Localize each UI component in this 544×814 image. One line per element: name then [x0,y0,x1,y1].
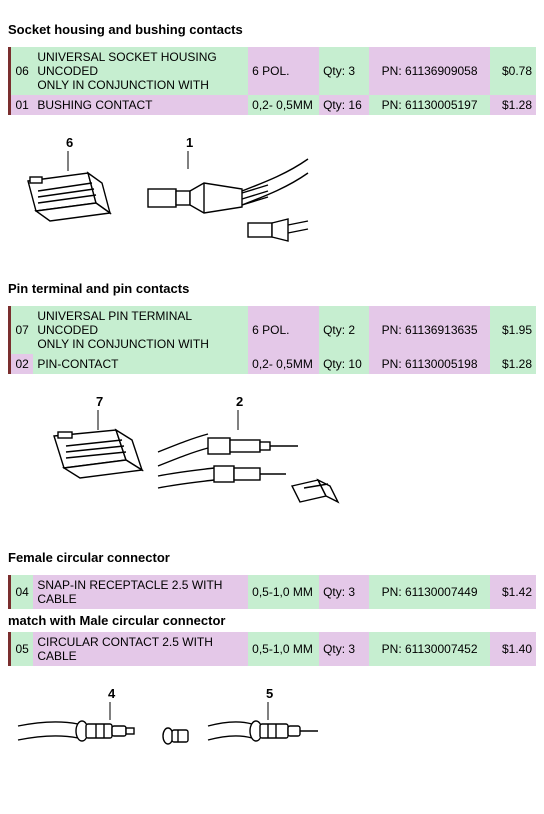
part-pn: PN: 61130005197 [369,95,490,115]
part-description: CIRCULAR CONTACT 2.5 WITH CABLE [33,632,248,666]
part-qty: Qty: 3 [319,47,369,95]
section-title: Pin terminal and pin contacts [8,281,536,296]
part-spec: 6 POL. [248,306,319,354]
part-pn: PN: 61136913635 [369,306,490,354]
table-row: 07UNIVERSAL PIN TERMINAL UNCODEDONLY IN … [10,306,537,354]
part-price: $0.78 [490,47,536,95]
part-qty: Qty: 10 [319,354,369,374]
part-qty: Qty: 3 [319,632,369,666]
part-pn: PN: 61130005198 [369,354,490,374]
part-description: UNIVERSAL PIN TERMINAL UNCODEDONLY IN CO… [33,306,248,354]
diagram-3: 4 5 [8,684,536,774]
table-row: 06UNIVERSAL SOCKET HOUSING UNCODEDONLY I… [10,47,537,95]
section-title: Female circular connector [8,550,536,565]
part-spec: 0,2- 0,5MM [248,95,319,115]
diag-label: 1 [186,135,193,150]
diag-label: 7 [96,394,103,409]
diag-label: 2 [236,394,243,409]
part-number: 07 [10,306,34,354]
part-spec: 0,5-1,0 MM [248,632,319,666]
part-spec: 0,2- 0,5MM [248,354,319,374]
part-description: BUSHING CONTACT [33,95,248,115]
table-row: 04SNAP-IN RECEPTACLE 2.5 WITH CABLE0,5-1… [10,575,537,609]
part-qty: Qty: 3 [319,575,369,609]
part-number: 01 [10,95,34,115]
section-subtitle: match with Male circular connector [8,613,536,628]
section-title: Socket housing and bushing contacts [8,22,536,37]
part-number: 05 [10,632,34,666]
parts-table-3a: 04SNAP-IN RECEPTACLE 2.5 WITH CABLE0,5-1… [8,575,536,609]
part-price: $1.95 [490,306,536,354]
parts-table-3b: 05CIRCULAR CONTACT 2.5 WITH CABLE0,5-1,0… [8,632,536,666]
diag-label: 6 [66,135,73,150]
diag-label: 4 [108,686,116,701]
part-spec: 0,5-1,0 MM [248,575,319,609]
diagram-2: 7 2 [8,392,536,522]
part-price: $1.42 [490,575,536,609]
part-price: $1.40 [490,632,536,666]
part-pn: PN: 61136909058 [369,47,490,95]
table-row: 01BUSHING CONTACT0,2- 0,5MMQty: 16PN: 61… [10,95,537,115]
part-description: UNIVERSAL SOCKET HOUSING UNCODEDONLY IN … [33,47,248,95]
diagram-1: 6 1 [8,133,536,253]
table-row: 05CIRCULAR CONTACT 2.5 WITH CABLE0,5-1,0… [10,632,537,666]
part-description: PIN-CONTACT [33,354,248,374]
table-row: 02PIN-CONTACT0,2- 0,5MMQty: 10PN: 611300… [10,354,537,374]
diag-label: 5 [266,686,273,701]
parts-table-2: 07UNIVERSAL PIN TERMINAL UNCODEDONLY IN … [8,306,536,374]
part-qty: Qty: 2 [319,306,369,354]
parts-table-1: 06UNIVERSAL SOCKET HOUSING UNCODEDONLY I… [8,47,536,115]
part-pn: PN: 61130007452 [369,632,490,666]
part-number: 04 [10,575,34,609]
part-number: 02 [10,354,34,374]
part-spec: 6 POL. [248,47,319,95]
part-price: $1.28 [490,95,536,115]
part-price: $1.28 [490,354,536,374]
part-number: 06 [10,47,34,95]
part-qty: Qty: 16 [319,95,369,115]
part-pn: PN: 61130007449 [369,575,490,609]
part-description: SNAP-IN RECEPTACLE 2.5 WITH CABLE [33,575,248,609]
